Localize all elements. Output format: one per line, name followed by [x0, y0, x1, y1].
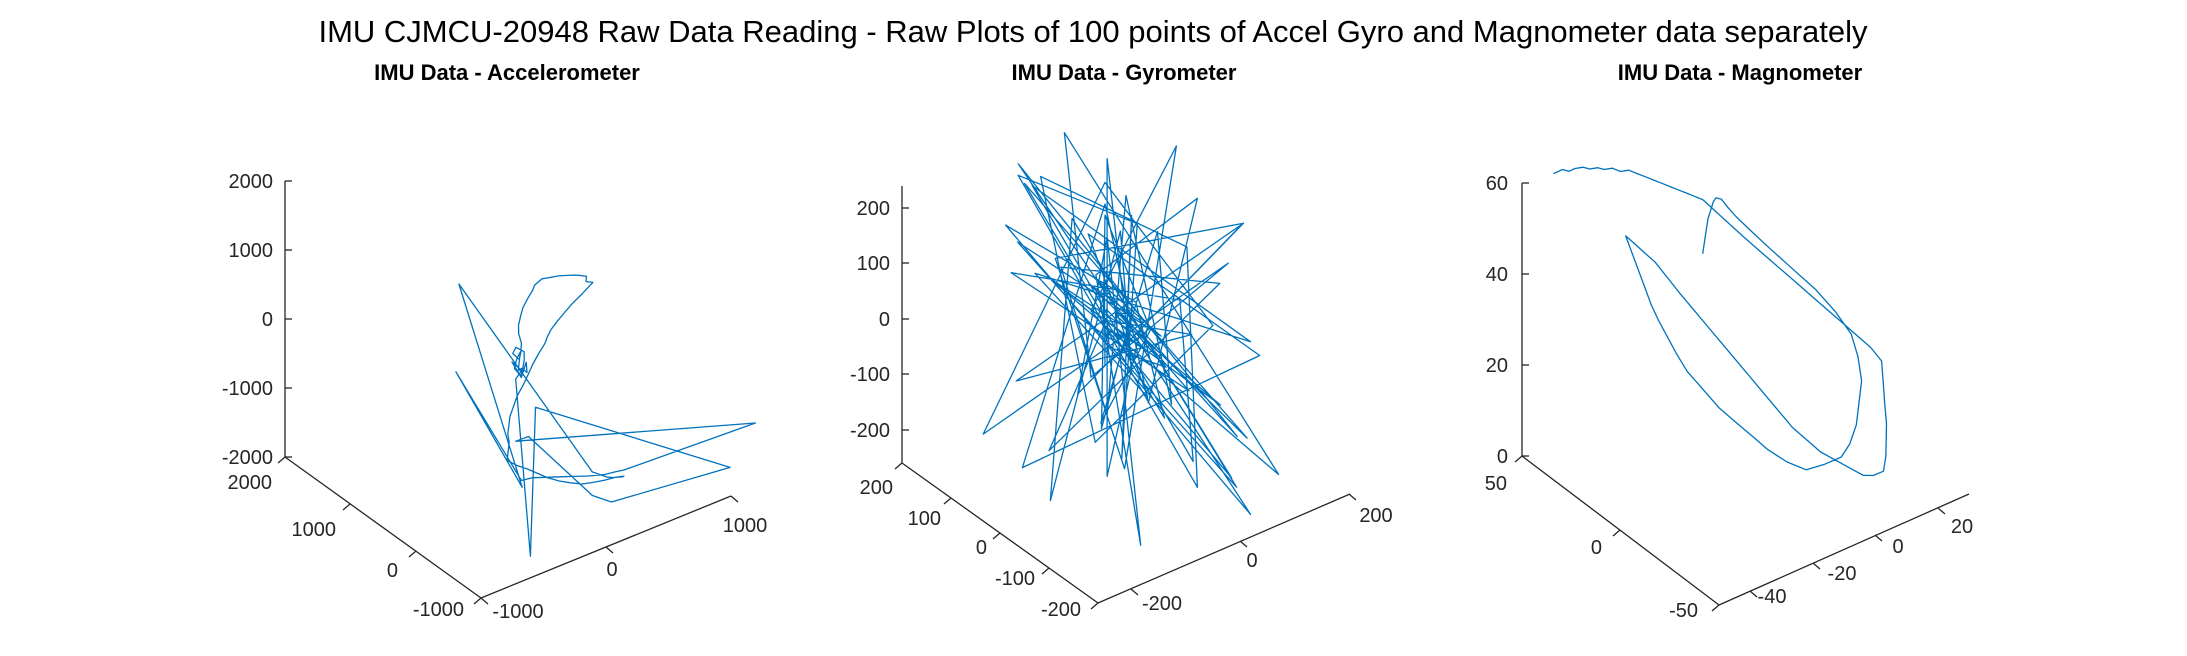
tick-mark — [1090, 602, 1099, 610]
x-tick-label: -1000 — [492, 601, 543, 623]
x-tick-label: 20 — [1951, 516, 1973, 538]
subplot-gyrometer: IMU Data - Gyrometer 200 100 0 -100 -200… — [850, 60, 1393, 621]
accelerometer-z-ticks: 2000 1000 0 -1000 -2000 — [222, 171, 292, 469]
tick-mark — [1041, 567, 1050, 575]
magnometer-title: IMU Data - Magnometer — [1618, 60, 1863, 85]
accelerometer-axes — [284, 181, 732, 599]
tick-mark — [943, 497, 952, 505]
y-tick-label: 2000 — [228, 472, 273, 494]
z-tick-label: 1000 — [229, 240, 274, 262]
z-tick-label: 40 — [1486, 264, 1508, 286]
tick-mark — [605, 546, 614, 554]
tick-mark — [1874, 534, 1883, 542]
x-tick-label: 1000 — [723, 515, 768, 537]
gyrometer-series-line — [982, 132, 1280, 547]
tick-mark — [342, 503, 351, 511]
magnometer-z-ticks: 60 40 20 0 — [1486, 173, 1529, 468]
accelerometer-y-ticks: 2000 1000 0 -1000 — [228, 456, 482, 621]
subplot-magnometer: IMU Data - Magnometer 60 40 20 0 50 0 -5… — [1485, 60, 1973, 622]
z-tick-label: -200 — [850, 420, 890, 442]
y-tick-label: 50 — [1485, 473, 1507, 495]
tick-mark — [473, 597, 482, 605]
tick-mark — [1812, 562, 1821, 570]
y-tick-label: 1000 — [292, 519, 337, 541]
y-tick-label: 0 — [976, 537, 987, 559]
accelerometer-series-line — [455, 274, 757, 557]
magnometer-series-line — [1553, 166, 1888, 477]
y-tick-label: 0 — [1591, 537, 1602, 559]
gyrometer-title: IMU Data - Gyrometer — [1012, 60, 1237, 85]
gyrometer-x-ticks: -200 0 200 — [1130, 493, 1393, 615]
z-tick-label: 2000 — [229, 171, 274, 193]
y-tick-label: 200 — [860, 477, 893, 499]
z-tick-label: 0 — [262, 309, 273, 331]
accelerometer-x-ticks: -1000 0 1000 — [480, 495, 768, 623]
z-tick-label: -2000 — [222, 447, 273, 469]
magnometer-y-ticks: 50 0 -50 — [1485, 455, 1720, 622]
tick-mark — [1612, 529, 1621, 537]
z-tick-label: 0 — [1497, 446, 1508, 468]
z-tick-label: 0 — [879, 309, 890, 331]
z-tick-label: 20 — [1486, 355, 1508, 377]
y-tick-label: -100 — [995, 568, 1035, 590]
magnometer-x-ticks: -40 -20 0 20 — [1749, 507, 1973, 608]
y-tick-label: -1000 — [413, 599, 464, 621]
y-tick-label: -200 — [1041, 599, 1081, 621]
tick-mark — [277, 456, 286, 464]
tick-mark — [1937, 507, 1946, 515]
tick-mark — [408, 550, 417, 558]
tick-mark — [480, 597, 489, 605]
gyrometer-x-axis — [1097, 493, 1351, 604]
tick-mark — [1348, 493, 1357, 501]
z-tick-label: -1000 — [222, 378, 273, 400]
z-tick-label: -100 — [850, 364, 890, 386]
z-tick-label: 100 — [857, 253, 890, 275]
magnometer-x-axis — [1718, 493, 1970, 606]
x-tick-label: -200 — [1142, 593, 1182, 615]
gyrometer-z-ticks: 200 100 0 -100 -200 — [850, 198, 909, 442]
magnometer-y-axis — [1521, 455, 1720, 606]
x-tick-label: -40 — [1758, 586, 1787, 608]
tick-mark — [1711, 604, 1720, 612]
accelerometer-title: IMU Data - Accelerometer — [374, 60, 640, 85]
z-tick-label: 60 — [1486, 173, 1508, 195]
figure-title: IMU CJMCU-20948 Raw Data Reading - Raw P… — [318, 14, 1868, 49]
y-tick-label: 100 — [908, 508, 941, 530]
x-tick-label: 200 — [1359, 505, 1392, 527]
x-tick-label: 0 — [1246, 550, 1257, 572]
tick-mark — [1749, 590, 1758, 598]
gyrometer-y-ticks: 200 100 0 -100 -200 — [860, 462, 1099, 621]
x-tick-label: -20 — [1828, 563, 1857, 585]
tick-mark — [894, 462, 903, 470]
y-tick-label: -50 — [1669, 600, 1698, 622]
tick-mark — [1514, 455, 1523, 463]
tick-mark — [1130, 588, 1139, 596]
tick-mark — [992, 532, 1001, 540]
x-tick-label: 0 — [606, 559, 617, 581]
tick-mark — [730, 495, 739, 503]
accelerometer-y-axis — [284, 456, 482, 599]
subplot-accelerometer: IMU Data - Accelerometer 2000 1000 0 -10… — [222, 60, 767, 623]
x-tick-label: 0 — [1892, 536, 1903, 558]
tick-mark — [1239, 540, 1248, 548]
z-tick-label: 200 — [857, 198, 890, 220]
magnometer-axes — [1521, 183, 1970, 606]
y-tick-label: 0 — [387, 560, 398, 582]
